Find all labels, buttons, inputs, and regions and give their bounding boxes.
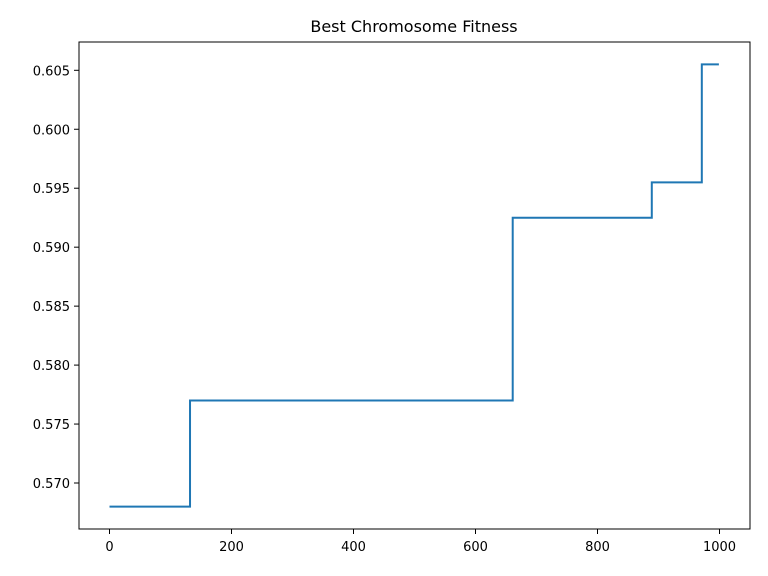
y-axis: 0.570 0.575 0.580 0.585 0.590 0.595 0.600 0.605 <box>33 64 79 492</box>
x-tick-label: 0 <box>105 540 113 555</box>
y-tick-label: 0.605 <box>33 64 70 79</box>
y-tick-label: 0.580 <box>33 359 70 374</box>
plot-area <box>109 63 719 508</box>
plot-frame <box>78 41 751 530</box>
x-tick-label: 800 <box>585 540 610 555</box>
y-tick-label: 0.595 <box>33 182 70 197</box>
y-tick-label: 0.600 <box>33 123 70 138</box>
x-tick-label: 400 <box>341 540 366 555</box>
chart-title: Best Chromosome Fitness <box>310 17 517 36</box>
x-tick-label: 200 <box>219 540 244 555</box>
x-axis: 0 200 400 600 800 1000 <box>105 529 736 555</box>
y-tick-label: 0.575 <box>33 418 70 433</box>
x-tick-label: 600 <box>463 540 488 555</box>
y-tick-label: 0.585 <box>33 300 70 315</box>
y-tick-label: 0.590 <box>33 241 70 256</box>
x-tick-label: 1000 <box>703 540 736 555</box>
series-line <box>109 63 719 508</box>
y-tick-label: 0.570 <box>33 477 70 492</box>
